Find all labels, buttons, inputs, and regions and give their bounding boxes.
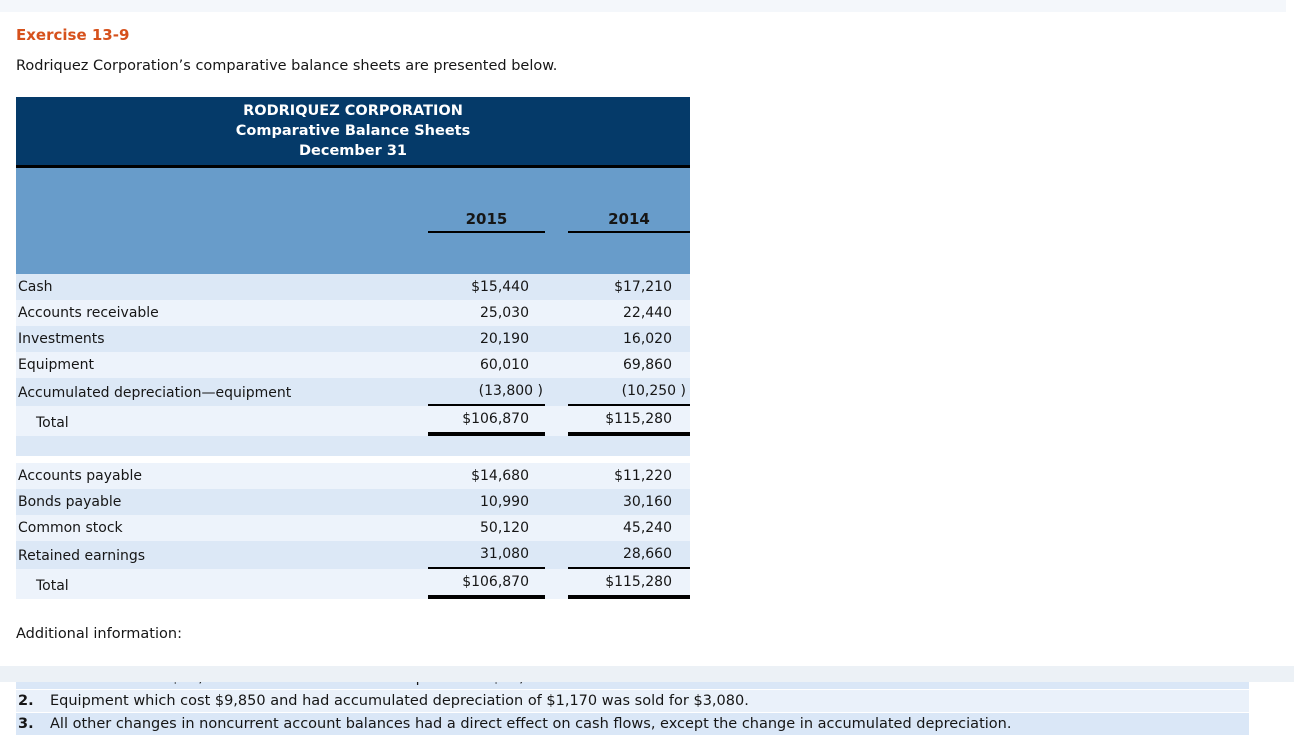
column-header-2014: 2014 xyxy=(568,209,690,233)
liabilities-equity-section: Accounts payable $14,680 $11,220 Bonds paya… xyxy=(16,463,690,599)
row-label: Retained earnings xyxy=(18,548,146,564)
table-title-block: RODRIQUEZ CORPORATION Comparative Balanc… xyxy=(16,97,690,168)
info-item: 2. Equipment which cost $9,850 and had ac… xyxy=(16,690,1249,712)
table-row: Cash $15,440 $17,210 xyxy=(16,274,690,300)
column-2014: 2014 xyxy=(568,173,690,269)
row-label: Equipment xyxy=(18,357,94,373)
value-2014: 28,660 xyxy=(568,541,690,569)
value-2015: 20,190 xyxy=(480,331,529,347)
page-content: Exercise 13-9 Rodriquez Corporation’s co… xyxy=(0,26,1294,735)
row-label: Accounts payable xyxy=(18,468,142,484)
table-row: Bonds payable 10,990 30,160 xyxy=(16,489,690,515)
total-row: Total $106,870 $115,280 xyxy=(16,569,690,599)
assets-section: Cash $15,440 $17,210 Accounts receivable 25,… xyxy=(16,274,690,436)
table-row: Retained earnings 31,080 28,660 xyxy=(16,541,690,569)
value-2015: (13,800 ) xyxy=(428,378,545,406)
value-2014: 45,240 xyxy=(623,520,672,536)
value-2015: 31,080 xyxy=(428,541,545,569)
value-2014: 16,020 xyxy=(623,331,672,347)
top-bar xyxy=(0,0,1286,12)
balance-sheet-table: RODRIQUEZ CORPORATION Comparative Balanc… xyxy=(16,97,690,599)
spacer-row-blue xyxy=(16,436,690,456)
table-row: Accounts receivable 25,030 22,440 xyxy=(16,300,690,326)
row-label: Accounts receivable xyxy=(18,305,159,321)
column-2015: 2015 xyxy=(428,173,545,269)
exercise-title: Exercise 13-9 xyxy=(16,26,130,44)
table-row: Equipment 60,010 69,860 xyxy=(16,352,690,378)
statement-title: Comparative Balance Sheets xyxy=(235,123,471,139)
value-2015: $106,870 xyxy=(428,569,545,599)
value-2014: $11,220 xyxy=(614,468,672,484)
value-2014: 69,860 xyxy=(623,357,672,373)
table-row: Accumulated depreciation—equipment (13,80… xyxy=(16,378,690,406)
total-row: Total $106,870 $115,280 xyxy=(16,406,690,436)
value-2015: $106,870 xyxy=(428,406,545,436)
row-label: Common stock xyxy=(18,520,123,536)
info-item-number: 2. xyxy=(18,693,34,709)
value-2015: 10,990 xyxy=(480,494,529,510)
info-item-text: Equipment which cost $9,850 and had accu… xyxy=(50,693,749,709)
value-2014: $115,280 xyxy=(568,569,690,599)
value-2014: 30,160 xyxy=(623,494,672,510)
row-label: Cash xyxy=(18,279,53,295)
value-2015: 25,030 xyxy=(480,305,529,321)
value-2014: 22,440 xyxy=(623,305,672,321)
value-2015: 60,010 xyxy=(480,357,529,373)
value-2014: $115,280 xyxy=(568,406,690,436)
year-header-spacer xyxy=(16,261,428,269)
row-label: Total xyxy=(36,578,69,594)
table-row: Common stock 50,120 45,240 xyxy=(16,515,690,541)
info-item: 3. All other changes in noncurrent accoun… xyxy=(16,713,1249,735)
bottom-bar xyxy=(0,666,1294,682)
spacer-row-white xyxy=(16,456,690,463)
row-label: Accumulated depreciation—equipment xyxy=(18,385,292,401)
value-2014: $17,210 xyxy=(614,279,672,295)
table-row: Accounts payable $14,680 $11,220 xyxy=(16,463,690,489)
additional-info-label: Additional information: xyxy=(16,626,182,642)
row-label: Bonds payable xyxy=(18,494,122,510)
row-label: Investments xyxy=(18,331,105,347)
row-label: Total xyxy=(36,415,69,431)
value-2015: $15,440 xyxy=(471,279,529,295)
info-item-number: 3. xyxy=(18,716,34,732)
info-item-text: All other changes in noncurrent account … xyxy=(50,716,1012,732)
statement-date: December 31 xyxy=(299,143,407,159)
value-2015: 50,120 xyxy=(480,520,529,536)
table-row: Investments 20,190 16,020 xyxy=(16,326,690,352)
column-header-2015: 2015 xyxy=(428,209,545,233)
value-2015: $14,680 xyxy=(471,468,529,484)
company-name: RODRIQUEZ CORPORATION xyxy=(243,103,463,119)
intro-text: Rodriquez Corporation’s comparative bala… xyxy=(16,58,558,74)
year-header-row: 2015 2014 xyxy=(16,168,690,274)
value-2014: (10,250 ) xyxy=(568,378,690,406)
